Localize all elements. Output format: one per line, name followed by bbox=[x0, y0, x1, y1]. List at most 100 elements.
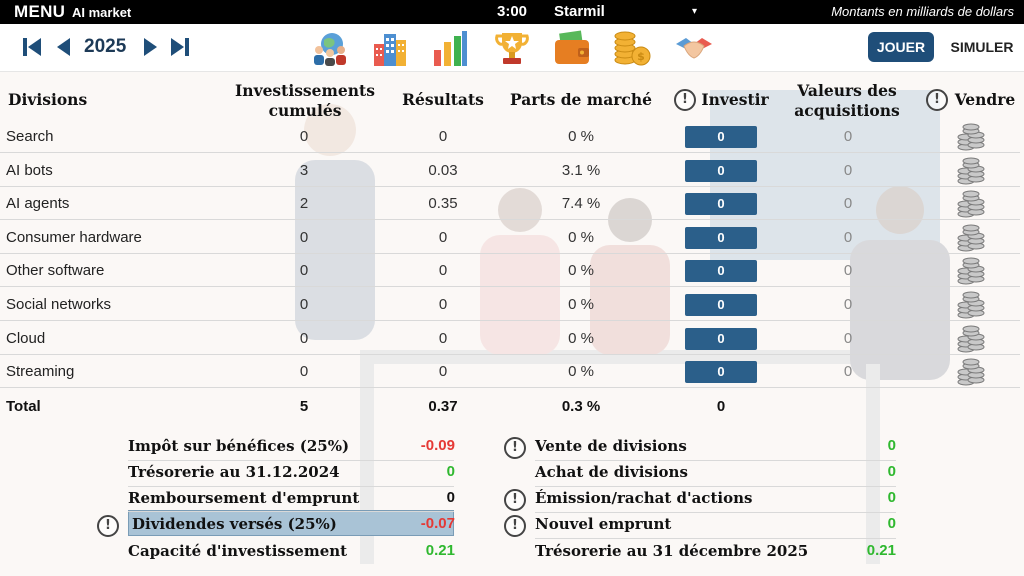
total-investments: 5 bbox=[299, 398, 309, 415]
buildings-icon[interactable] bbox=[370, 28, 410, 68]
result-value: 0 bbox=[438, 262, 448, 280]
info-icon-vendre[interactable]: ! bbox=[926, 89, 948, 111]
division-name: Consumer hardware bbox=[6, 228, 142, 246]
nav-bar: 2025 bbox=[0, 24, 1024, 72]
division-name: AI bots bbox=[6, 161, 53, 179]
result-value: 0.03 bbox=[428, 161, 458, 179]
header-invest: Investir bbox=[701, 90, 769, 109]
table-row: Cloud 0 0 0 % 0 0 bbox=[0, 322, 1020, 355]
info-icon-investir[interactable]: ! bbox=[674, 89, 696, 111]
result-value: 0 bbox=[438, 363, 448, 381]
previous-year-icon[interactable] bbox=[52, 35, 76, 59]
row-divider bbox=[0, 320, 1020, 321]
acquisition-value: 0 bbox=[843, 262, 853, 280]
summary-left-label: Impôt sur bénéfices (25%) bbox=[128, 437, 350, 455]
summary-divider bbox=[128, 511, 454, 512]
acquisition-value: 0 bbox=[843, 195, 853, 213]
market-share-value: 0 % bbox=[568, 329, 594, 347]
info-icon-summary[interactable]: ! bbox=[504, 515, 526, 537]
coins-icon[interactable]: $ bbox=[612, 28, 652, 68]
top-bar: MENU AI market 3:00 Starmil ▾ Montants e… bbox=[0, 0, 1024, 24]
table-row: Streaming 0 0 0 % 0 0 bbox=[0, 355, 1020, 389]
next-year-icon[interactable] bbox=[138, 35, 162, 59]
cumulative-investment: 0 bbox=[299, 228, 309, 246]
cumulative-investment: 2 bbox=[299, 195, 309, 213]
division-name: Search bbox=[6, 128, 54, 145]
invest-input[interactable]: 0 bbox=[685, 327, 757, 350]
first-year-icon[interactable] bbox=[20, 35, 44, 59]
info-icon-dividends[interactable]: ! bbox=[97, 515, 119, 537]
table-row: AI agents 2 0.35 7.4 % 0 0 bbox=[0, 187, 1020, 221]
summary-left-label: Remboursement d'emprunt bbox=[128, 489, 360, 507]
invest-input[interactable]: 0 bbox=[685, 126, 757, 148]
invest-input[interactable]: 0 bbox=[685, 260, 757, 283]
result-value: 0.35 bbox=[428, 195, 458, 213]
summary-right-label: Nouvel emprunt bbox=[535, 515, 672, 533]
table-row: Consumer hardware 0 0 0 % 0 0 bbox=[0, 221, 1020, 254]
market-share-value: 7.4 % bbox=[561, 195, 601, 213]
header-divisions: Divisions bbox=[8, 90, 88, 109]
people-globe-icon[interactable] bbox=[310, 28, 350, 68]
summary-right-label: Vente de divisions bbox=[535, 437, 687, 455]
sell-coins-icon[interactable] bbox=[956, 123, 986, 151]
sell-coins-icon[interactable] bbox=[956, 358, 986, 386]
sell-coins-icon[interactable] bbox=[956, 291, 986, 319]
info-icon-summary[interactable]: ! bbox=[504, 489, 526, 511]
app-name: AI market bbox=[72, 5, 132, 20]
table-row: Search 0 0 0 % 0 0 bbox=[0, 120, 1020, 153]
summary-right-value: 0 bbox=[887, 489, 896, 506]
summary-right-label: Achat de divisions bbox=[535, 463, 688, 481]
summary-right-value: 0 bbox=[887, 515, 896, 532]
cumulative-investment: 0 bbox=[299, 363, 309, 381]
table-row: Other software 0 0 0 % 0 0 bbox=[0, 254, 1020, 288]
trophy-icon[interactable] bbox=[492, 28, 532, 68]
sell-coins-icon[interactable] bbox=[956, 325, 986, 353]
summary-right-value: 0.21 bbox=[866, 542, 896, 559]
handshake-icon[interactable] bbox=[674, 28, 714, 68]
dividends-highlight[interactable] bbox=[128, 510, 454, 536]
invest-input[interactable]: 0 bbox=[685, 226, 757, 249]
result-value: 0 bbox=[438, 329, 448, 347]
cumulative-investment: 0 bbox=[299, 329, 309, 347]
total-label: Total bbox=[6, 398, 41, 415]
row-divider bbox=[0, 152, 1020, 153]
invest-input[interactable]: 0 bbox=[685, 159, 757, 182]
svg-text:$: $ bbox=[637, 50, 645, 63]
invest-input[interactable]: 0 bbox=[685, 193, 757, 216]
invest-input[interactable]: 0 bbox=[685, 294, 757, 316]
table-row: Social networks 0 0 0 % 0 0 bbox=[0, 288, 1020, 321]
chevron-down-icon[interactable]: ▾ bbox=[692, 6, 698, 17]
result-value: 0 bbox=[438, 296, 448, 313]
last-year-icon[interactable] bbox=[168, 35, 192, 59]
total-row: Total 5 0.37 0.3 % 0 bbox=[0, 390, 1020, 423]
sell-coins-icon[interactable] bbox=[956, 190, 986, 218]
row-divider bbox=[0, 252, 1020, 254]
play-button[interactable]: JOUER bbox=[868, 32, 934, 62]
wallet-icon[interactable] bbox=[552, 28, 592, 68]
row-divider bbox=[0, 387, 1020, 389]
summary-left-label: Capacité d'investissement bbox=[128, 542, 348, 560]
summary-divider bbox=[128, 486, 454, 487]
acquisition-value: 0 bbox=[843, 329, 853, 347]
market-share-value: 0 % bbox=[568, 296, 594, 313]
cumulative-investment: 0 bbox=[299, 128, 309, 145]
acquisition-value: 0 bbox=[843, 363, 853, 381]
sell-coins-icon[interactable] bbox=[956, 157, 986, 185]
year-display: 2025 bbox=[84, 36, 127, 57]
cumulative-investment: 0 bbox=[299, 296, 309, 313]
row-divider bbox=[0, 286, 1020, 288]
info-icon-summary[interactable]: ! bbox=[504, 437, 526, 459]
total-results: 0.37 bbox=[428, 398, 458, 415]
result-value: 0 bbox=[438, 228, 448, 246]
menu-button[interactable]: MENU bbox=[14, 2, 66, 21]
bar-chart-icon[interactable] bbox=[430, 28, 470, 68]
company-selector[interactable]: Starmil bbox=[554, 3, 605, 20]
simulate-button[interactable]: SIMULER bbox=[950, 39, 1014, 55]
summary-divider bbox=[535, 460, 896, 461]
summary-left-value: 0.21 bbox=[425, 542, 455, 559]
market-share-value: 0 % bbox=[568, 128, 594, 145]
sell-coins-icon[interactable] bbox=[956, 257, 986, 285]
header-results: Résultats bbox=[402, 90, 484, 109]
invest-input[interactable]: 0 bbox=[685, 361, 757, 384]
sell-coins-icon[interactable] bbox=[956, 224, 986, 252]
